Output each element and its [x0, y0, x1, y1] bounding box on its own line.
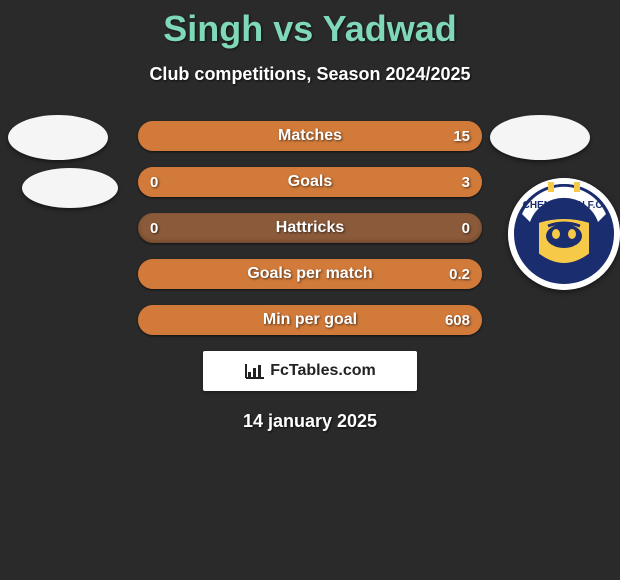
stat-label: Goals	[288, 173, 332, 191]
stat-left-value: 0	[150, 174, 158, 191]
stat-row: Goals 0 3	[138, 167, 482, 197]
stat-label: Goals per match	[247, 265, 372, 283]
player-left-avatar-1	[8, 115, 108, 160]
stat-left-value: 0	[150, 220, 158, 237]
player-left-avatar-2	[22, 168, 118, 208]
stat-row: Min per goal 608	[138, 305, 482, 335]
stat-row: Goals per match 0.2	[138, 259, 482, 289]
page-subtitle: Club competitions, Season 2024/2025	[0, 64, 620, 85]
watermark-text: FcTables.com	[270, 362, 376, 380]
stat-right-value: 15	[453, 128, 470, 145]
stat-label: Min per goal	[263, 311, 357, 329]
stat-label: Matches	[278, 127, 342, 145]
svg-text:CHENNAIYIN F.C.: CHENNAIYIN F.C.	[523, 200, 606, 211]
stat-row: Hattricks 0 0	[138, 213, 482, 243]
stats-container: Matches 15 Goals 0 3 Hattricks 0 0 Goals per mat…	[138, 121, 482, 335]
stat-right-value: 3	[462, 174, 470, 191]
page-title: Singh vs Yadwad	[0, 0, 620, 50]
player-right-avatar	[490, 115, 590, 160]
stat-right-value: 0.2	[449, 266, 470, 283]
stat-label: Hattricks	[276, 219, 344, 237]
club-logo: CHENNAIYIN F.C.	[508, 178, 620, 290]
date-label: 14 january 2025	[0, 411, 620, 432]
stat-row: Matches 15	[138, 121, 482, 151]
watermark: FcTables.com	[203, 351, 417, 391]
chart-icon	[244, 362, 266, 380]
stat-right-value: 0	[462, 220, 470, 237]
stat-right-value: 608	[445, 312, 470, 329]
